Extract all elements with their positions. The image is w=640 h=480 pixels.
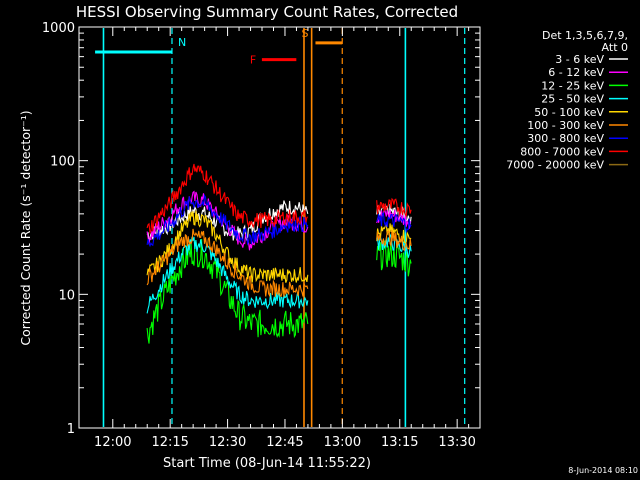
legend-item-label: 100 - 300 keV	[527, 119, 604, 132]
y-tick-label: 10	[58, 288, 75, 303]
chart-title: HESSI Observing Summary Count Rates, Cor…	[76, 3, 458, 21]
y-tick-label: 1000	[42, 21, 75, 36]
x-tick-label: 12:45	[266, 435, 303, 450]
y-axis-label: Corrected Count Rate (s⁻¹ detector⁻¹)	[18, 110, 33, 345]
legend-item-label: 6 - 12 keV	[548, 66, 604, 79]
series-line	[146, 163, 309, 235]
series-line	[376, 233, 412, 258]
legend-item-label: 3 - 6 keV	[555, 53, 604, 66]
legend-header-detectors: Det 1,3,5,6,7,9,	[542, 29, 628, 42]
y-tick-label: 1	[67, 422, 75, 437]
plot-frame	[78, 26, 481, 429]
series-line	[376, 197, 412, 217]
x-tick-label: 13:00	[324, 435, 361, 450]
series-line	[376, 212, 412, 234]
x-axis: 12:00 12:15 12:30 12:45 13:00 13:15 13:30	[94, 27, 476, 450]
flag-label-n: N	[178, 36, 186, 49]
x-tick-label: 13:30	[438, 435, 475, 450]
legend-item-label: 7000 - 20000 keV	[506, 159, 604, 172]
x-axis-label: Start Time (08-Jun-14 11:55:22)	[163, 456, 371, 471]
legend-item-label: 800 - 7000 keV	[520, 145, 604, 158]
y-tick-label: 100	[50, 155, 75, 170]
series-line	[146, 193, 309, 248]
series-line	[146, 236, 309, 314]
x-tick-label: 12:00	[94, 435, 131, 450]
x-tick-label: 12:30	[209, 435, 246, 450]
flag-label-s: S	[301, 27, 308, 40]
legend-header-attenuator: Att 0	[602, 41, 628, 54]
flag-label-f: F	[250, 54, 256, 67]
legend-item-label: 12 - 25 keV	[541, 79, 604, 92]
legend-item-label: 25 - 50 keV	[541, 93, 604, 106]
x-tick-label: 12:15	[151, 435, 188, 450]
legend-item-label: 300 - 800 keV	[527, 132, 604, 145]
footer-date: 8-Jun-2014 08:10	[568, 466, 638, 475]
series-line	[376, 223, 412, 244]
x-tick-label: 13:15	[381, 435, 418, 450]
series-line	[376, 229, 412, 252]
plot-area: N F S	[78, 26, 481, 429]
y-axis: 1 10 100 1000	[42, 21, 480, 437]
legend-item-label: 50 - 100 keV	[534, 106, 604, 119]
series-line	[146, 228, 309, 298]
